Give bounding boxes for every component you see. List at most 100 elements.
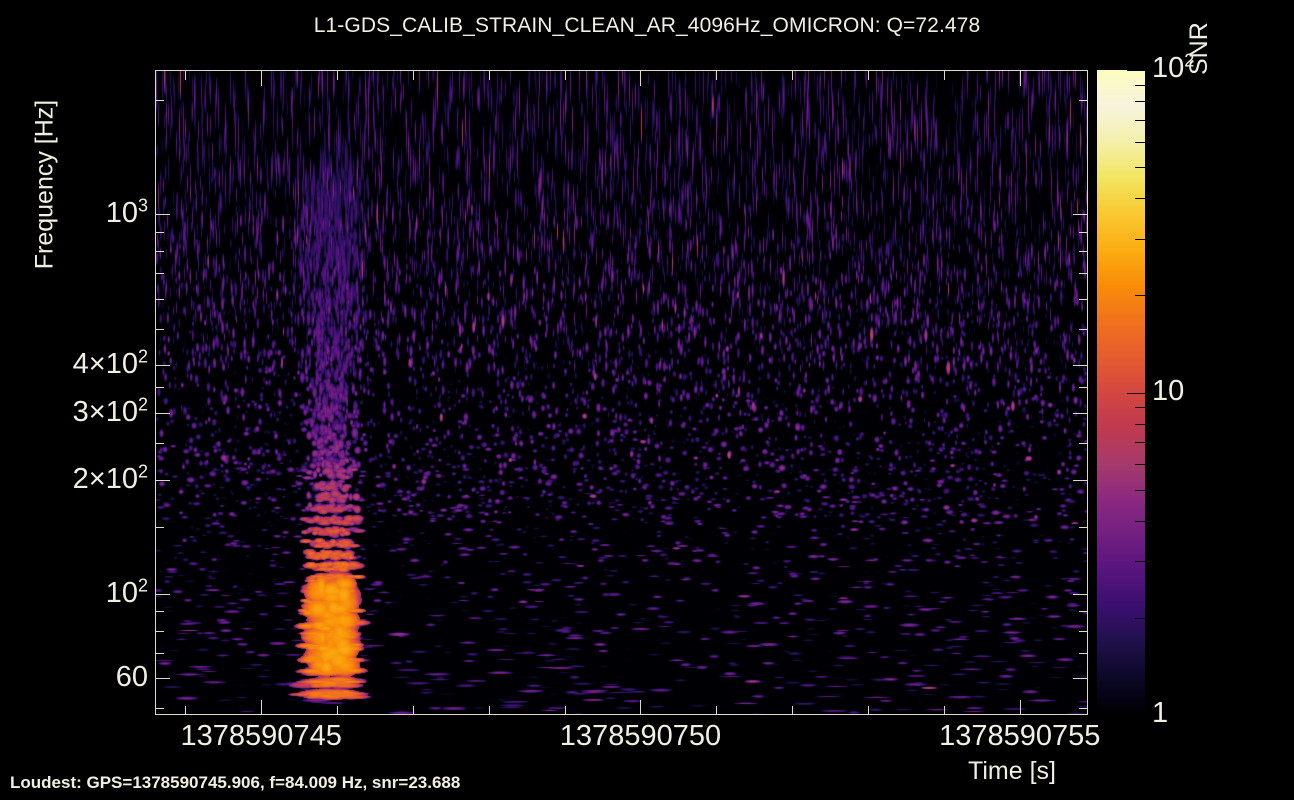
colorbar-minor-tick [1135, 238, 1145, 240]
y-axis-tick-right [1073, 214, 1088, 216]
x-axis-minor-tick-top [792, 71, 794, 80]
loudest-trigger-status: Loudest: GPS=1378590745.906, f=84.009 Hz… [10, 773, 461, 792]
x-axis-tick-top [1019, 71, 1021, 86]
x-axis-minor-tick [868, 706, 870, 715]
x-axis-tick [640, 700, 642, 715]
y-axis-minor-tick [155, 611, 164, 613]
colorbar-minor-tick [1135, 561, 1145, 563]
spectrogram-image[interactable] [156, 71, 1087, 714]
y-axis-minor-tick [155, 273, 164, 275]
y-axis-tick-right [1073, 479, 1088, 481]
y-axis-tick [155, 678, 170, 680]
y-axis-minor-tick [155, 527, 164, 529]
x-axis-title: Time [s] [968, 757, 1056, 785]
y-axis-tick-right [1073, 678, 1088, 680]
colorbar-minor-tick [1135, 198, 1145, 200]
y-axis-minor-tick [155, 387, 164, 389]
y-axis-minor-tick-right [1079, 251, 1088, 253]
x-axis-tick-top [640, 71, 642, 86]
x-axis-minor-tick [943, 706, 945, 715]
x-axis-minor-tick [564, 706, 566, 715]
colorbar-minor-tick [1135, 141, 1145, 143]
colorbar-minor-tick [1135, 423, 1145, 425]
colorbar-minor-tick [1135, 464, 1145, 466]
x-axis-tick [1019, 700, 1021, 715]
x-axis-minor-tick [792, 706, 794, 715]
y-axis-tick [155, 479, 170, 481]
y-axis-minor-tick-right [1079, 387, 1088, 389]
y-axis-minor-tick [155, 652, 164, 654]
spectrogram-plot-area[interactable] [155, 70, 1088, 715]
y-axis-minor-tick-right [1079, 630, 1088, 632]
x-axis-minor-tick-top [412, 71, 414, 80]
y-axis-minor-tick-right [1079, 328, 1088, 330]
colorbar-minor-tick [1135, 407, 1145, 409]
colorbar-tick-label: 1 [1152, 697, 1169, 729]
x-axis-minor-tick-top [185, 71, 187, 80]
colorbar-minor-tick [1135, 101, 1145, 103]
x-axis-tick-label: 1378590750 [559, 720, 722, 752]
colorbar-minor-tick [1135, 167, 1145, 169]
y-axis-tick [155, 365, 170, 367]
y-axis-minor-tick-right [1079, 652, 1088, 654]
y-axis-minor-tick-right [1079, 611, 1088, 613]
colorbar-minor-tick [1135, 295, 1145, 297]
x-axis-tick-label: 1378590745 [180, 720, 342, 752]
y-axis-tick-text: 3×102 [72, 394, 148, 428]
colorbar-minor-tick [1135, 442, 1145, 444]
y-axis-minor-tick [155, 328, 164, 330]
y-axis-minor-tick [155, 100, 164, 102]
x-axis-minor-tick-top [337, 71, 339, 80]
page-title: L1-GDS_CALIB_STRAIN_CLEAN_AR_4096Hz_OMIC… [313, 14, 981, 37]
x-axis-minor-tick [716, 706, 718, 715]
y-axis-minor-tick [155, 630, 164, 632]
colorbar-tick [1127, 70, 1145, 71]
y-axis-tick [155, 593, 170, 595]
colorbar-tick [1127, 392, 1145, 394]
colorbar-minor-tick [1135, 489, 1145, 491]
y-axis-tick-text: 4×102 [72, 346, 148, 381]
y-axis-minor-tick [155, 251, 164, 253]
y-axis-minor-tick [155, 708, 164, 710]
y-axis-minor-tick-right [1079, 273, 1088, 275]
colorbar-tick-label: 10 [1152, 374, 1185, 407]
y-axis-minor-tick [155, 231, 164, 233]
y-axis-minor-tick [155, 298, 164, 300]
y-axis-tick [155, 412, 170, 414]
x-axis-tick-label: 1378590755 [939, 720, 1101, 752]
y-axis-tick-text: 103 [105, 195, 148, 230]
y-axis-minor-tick-right [1079, 527, 1088, 529]
x-axis-minor-tick-top [716, 71, 718, 80]
y-axis-minor-tick-right [1079, 298, 1088, 300]
colorbar-minor-tick [1135, 520, 1145, 522]
y-axis-minor-tick [155, 442, 164, 444]
y-axis-tick-right [1073, 412, 1088, 414]
y-axis-tick-right [1073, 365, 1088, 367]
x-axis-minor-tick [412, 706, 414, 715]
x-axis-minor-tick [185, 706, 187, 715]
y-axis-tick [155, 214, 170, 216]
x-axis-minor-tick-top [564, 71, 566, 80]
colorbar-tick [1127, 715, 1145, 716]
y-axis-tick-text: 102 [105, 575, 148, 609]
y-axis-minor-tick-right [1079, 708, 1088, 710]
x-axis-tick [261, 700, 263, 715]
x-axis-minor-tick-top [868, 71, 870, 80]
colorbar-minor-tick [1135, 119, 1145, 121]
y-axis-minor-tick-right [1079, 442, 1088, 444]
y-axis-tick-text: 2×102 [72, 461, 148, 495]
x-axis-minor-tick-top [488, 71, 490, 80]
y-axis-title: Frequency [Hz] [30, 99, 59, 270]
x-axis-minor-tick [488, 706, 490, 715]
colorbar-minor-tick [1135, 84, 1145, 86]
x-axis-minor-tick-top [943, 71, 945, 80]
y-axis-minor-tick-right [1079, 100, 1088, 102]
x-axis-tick-top [261, 71, 263, 86]
colorbar-tick-label: 102 [1152, 50, 1195, 84]
y-axis-tick-right [1073, 593, 1088, 595]
x-axis-minor-tick [337, 706, 339, 715]
colorbar-minor-tick [1135, 617, 1145, 619]
y-axis-minor-tick-right [1079, 231, 1088, 233]
y-axis-tick-text: 60 [115, 661, 148, 694]
